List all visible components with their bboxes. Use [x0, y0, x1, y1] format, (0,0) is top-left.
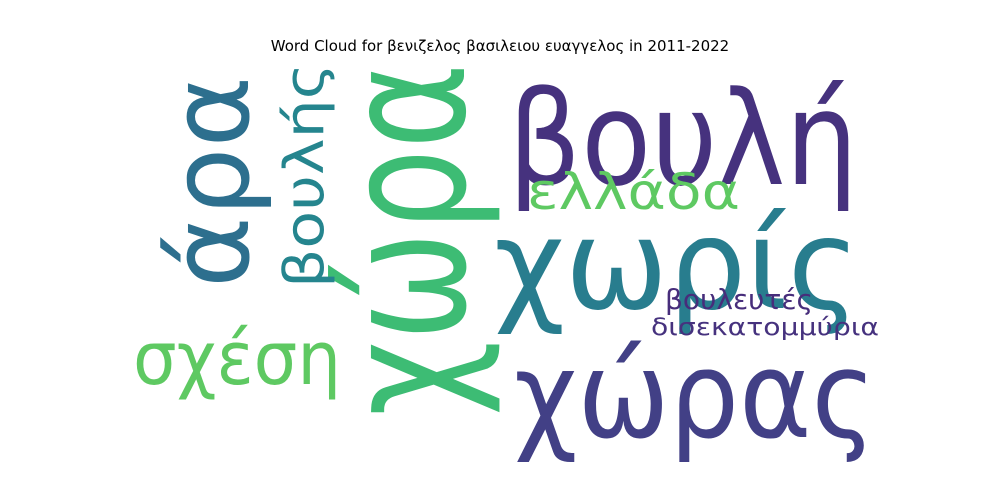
word-2: βουλή — [508, 63, 858, 215]
word-10: δισεκατομμύρια — [651, 313, 879, 341]
word-5: άρα — [146, 76, 274, 288]
word-4: χώρας — [514, 327, 876, 466]
word-3: χωρίς — [494, 193, 860, 338]
chart-title: Word Cloud for βενιζελος βασιλειου ευαγγ… — [270, 37, 730, 55]
word-6: σχέση — [133, 316, 341, 402]
word-1: χώρα — [307, 63, 505, 416]
word-7: ελλάδα — [527, 163, 740, 221]
word-9: βουλευτές — [665, 283, 813, 316]
word-8: βουλής — [273, 63, 336, 288]
